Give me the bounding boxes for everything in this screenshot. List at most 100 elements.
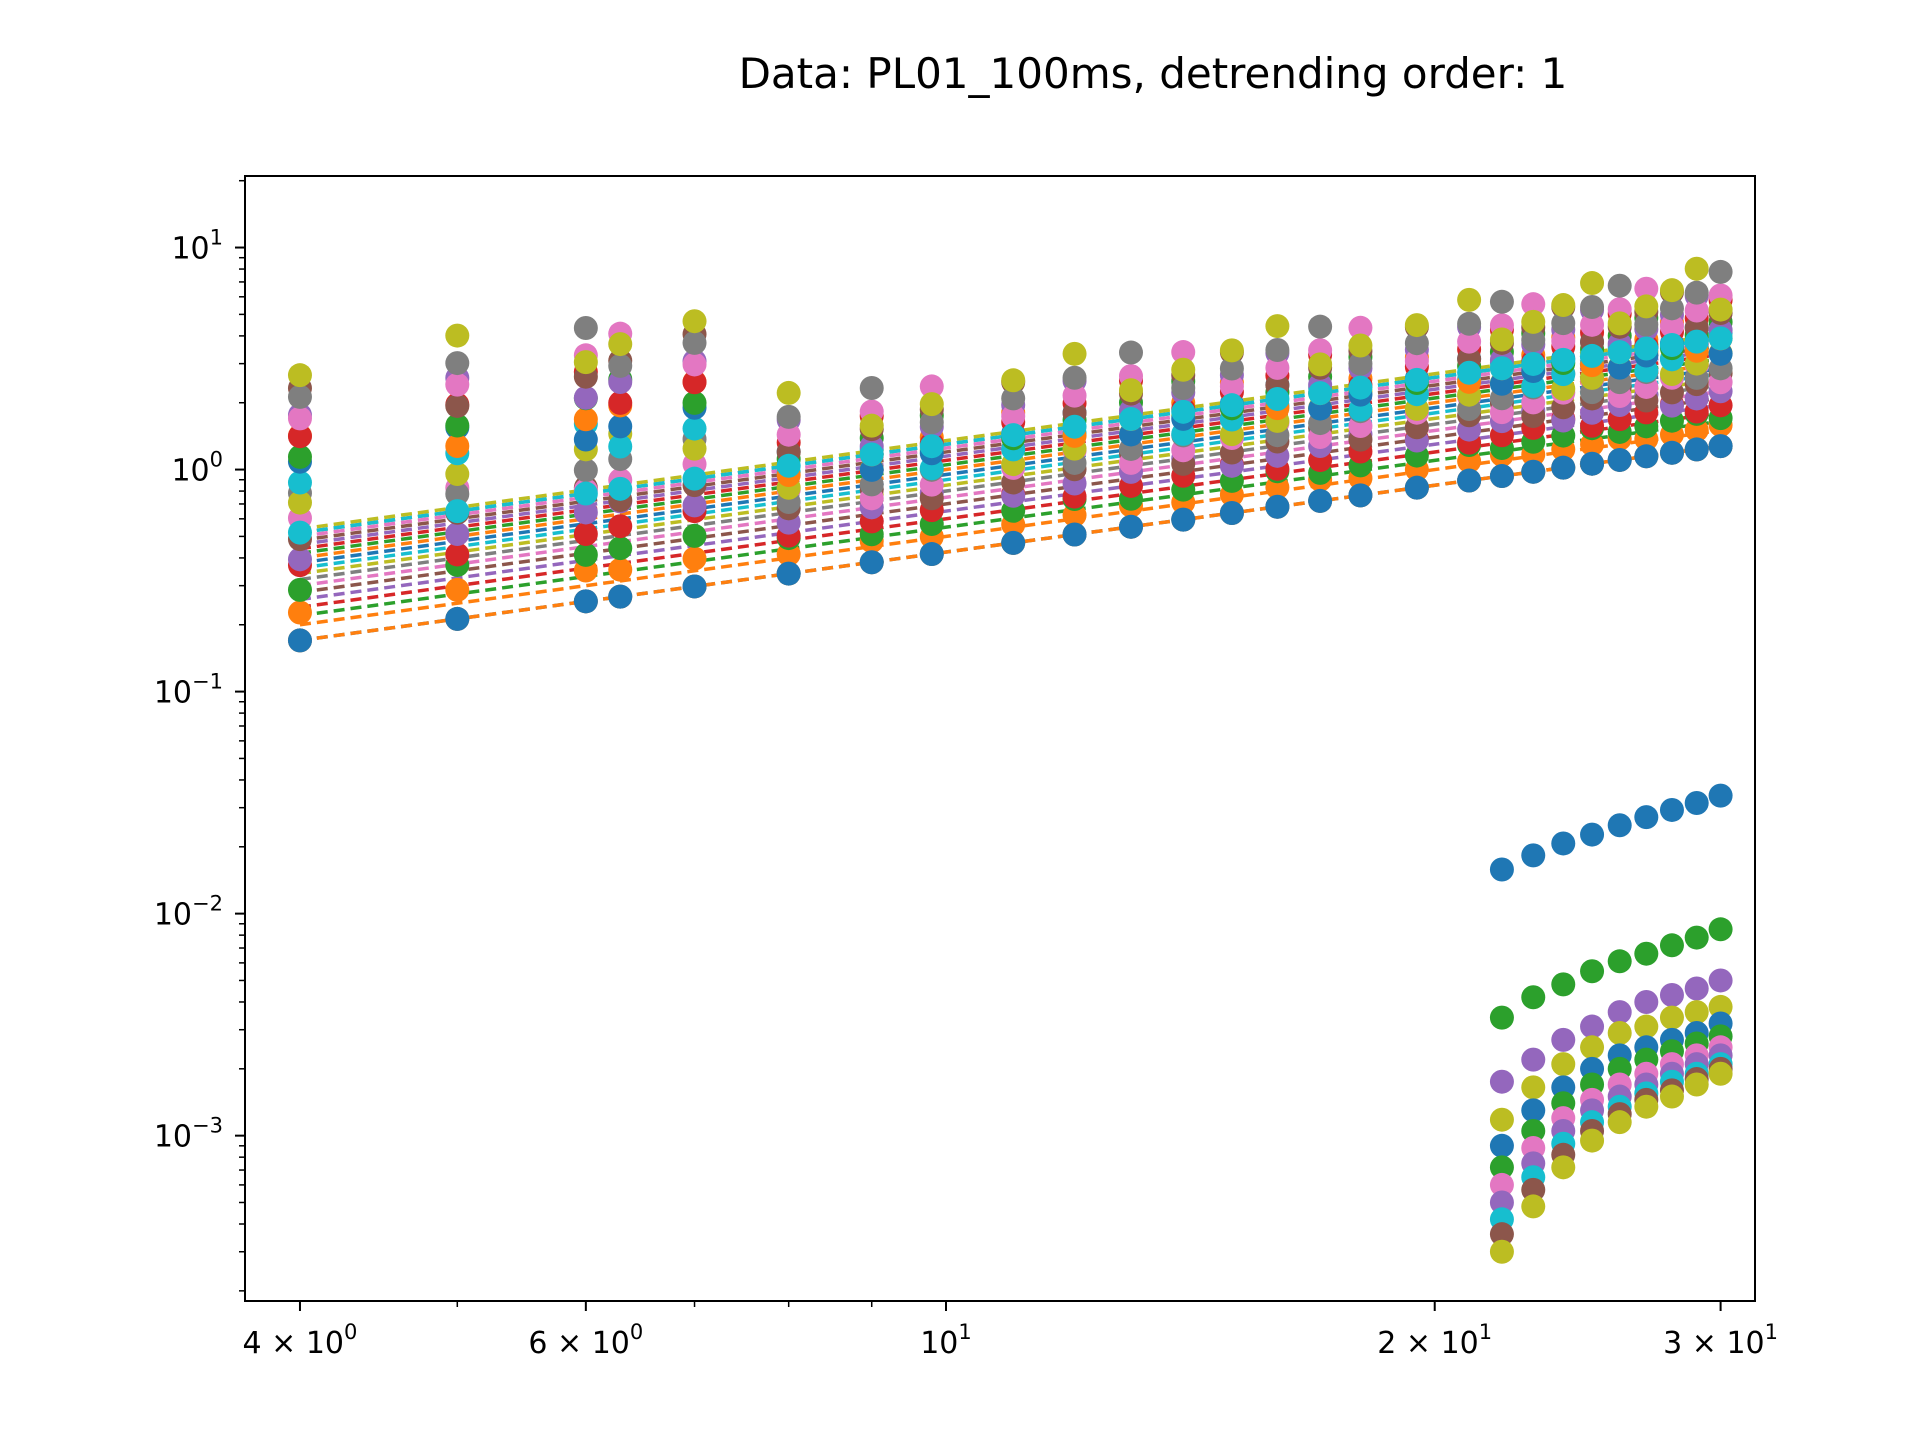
- data-point: [682, 546, 707, 571]
- data-point: [445, 413, 470, 438]
- data-point: [1348, 375, 1373, 400]
- data-point: [1521, 351, 1546, 376]
- data-point: [608, 434, 633, 459]
- data-point: [682, 574, 707, 599]
- data-point: [287, 577, 312, 602]
- data-point: [445, 522, 470, 547]
- data-point: [1684, 976, 1709, 1001]
- data-point: [1634, 294, 1659, 319]
- data-point: [1684, 925, 1709, 950]
- data-point: [1062, 341, 1087, 366]
- data-point: [1521, 1177, 1546, 1202]
- data-point: [1551, 1155, 1576, 1180]
- data-point: [1489, 464, 1514, 489]
- data-point: [608, 584, 633, 609]
- data-point: [1659, 933, 1684, 958]
- data-point: [1580, 822, 1605, 847]
- data-point: [445, 542, 470, 567]
- x-tick-label: 3 × 101: [1663, 1320, 1778, 1361]
- y-tick-label: 100: [171, 448, 223, 489]
- data-point: [1521, 1194, 1546, 1219]
- data-point: [1634, 805, 1659, 830]
- data-point: [1684, 298, 1709, 323]
- data-point: [776, 453, 801, 478]
- data-point: [1521, 1118, 1546, 1143]
- data-point: [445, 372, 470, 397]
- data-point: [287, 547, 312, 572]
- data-point: [682, 309, 707, 334]
- x-axis: 4 × 100 6 × 100 101 2 × 101 3 × 101: [243, 1301, 1778, 1361]
- data-point: [1489, 1190, 1514, 1215]
- data-point: [1348, 483, 1373, 508]
- data-point: [1489, 327, 1514, 352]
- data-point: [1001, 386, 1026, 411]
- data-point: [1489, 1222, 1514, 1247]
- data-point: [1308, 314, 1333, 339]
- x-tick-label: 101: [920, 1320, 972, 1361]
- data-point: [859, 442, 884, 467]
- data-point: [1457, 360, 1482, 385]
- data-point: [1580, 451, 1605, 476]
- data-point: [1580, 959, 1605, 984]
- data-point: [1489, 1133, 1514, 1158]
- data-point: [1118, 340, 1143, 365]
- data-point: [1708, 259, 1733, 284]
- data-point: [445, 323, 470, 348]
- data-point: [1219, 500, 1244, 525]
- data-point: [1607, 949, 1632, 974]
- data-point: [1265, 386, 1290, 411]
- data-point: [445, 433, 470, 458]
- data-point: [287, 600, 312, 625]
- data-point: [919, 434, 944, 459]
- data-point: [1634, 989, 1659, 1014]
- chart-title: Data: PL01_100ms, detrending order: 1: [739, 49, 1568, 98]
- data-point: [776, 380, 801, 405]
- data-point: [682, 493, 707, 518]
- data-point: [1265, 494, 1290, 519]
- data-point: [1551, 831, 1576, 856]
- data-point: [919, 392, 944, 417]
- data-point: [1171, 507, 1196, 532]
- data-point: [445, 462, 470, 487]
- y-tick-label: 10−2: [154, 892, 223, 933]
- data-point: [1684, 1000, 1709, 1025]
- data-point: [445, 482, 470, 507]
- data-point: [1551, 1027, 1576, 1052]
- data-point: [1551, 329, 1576, 354]
- data-point: [1219, 338, 1244, 363]
- data-point: [1489, 1172, 1514, 1197]
- data-point: [1521, 328, 1546, 353]
- data-point: [1607, 340, 1632, 365]
- data-point: [1607, 1020, 1632, 1045]
- data-point: [1521, 309, 1546, 334]
- data-point: [1265, 314, 1290, 339]
- axes-frame: [244, 175, 1756, 1302]
- data-point: [1171, 399, 1196, 424]
- data-point: [573, 316, 598, 341]
- data-point: [1001, 423, 1026, 448]
- data-point: [1607, 813, 1632, 838]
- data-point: [682, 523, 707, 548]
- data-point: [859, 550, 884, 575]
- data-point: [287, 470, 312, 495]
- data-point: [1659, 296, 1684, 321]
- data-point: [1265, 338, 1290, 363]
- data-point: [1684, 1072, 1709, 1097]
- data-point: [1265, 355, 1290, 380]
- data-point: [1521, 843, 1546, 868]
- data-point: [682, 330, 707, 355]
- data-point: [1580, 1035, 1605, 1060]
- data-point: [682, 352, 707, 377]
- data-point: [859, 413, 884, 438]
- data-point: [1634, 276, 1659, 301]
- x-tick-label: 6 × 100: [528, 1320, 643, 1361]
- data-point: [287, 363, 312, 388]
- data-point: [1062, 383, 1087, 408]
- data-point: [608, 557, 633, 582]
- data-point: [776, 561, 801, 586]
- y-tick-label: 10−3: [154, 1114, 223, 1155]
- data-point: [1404, 349, 1429, 374]
- data-point: [1062, 414, 1087, 439]
- data-point: [573, 427, 598, 452]
- data-point: [1580, 294, 1605, 319]
